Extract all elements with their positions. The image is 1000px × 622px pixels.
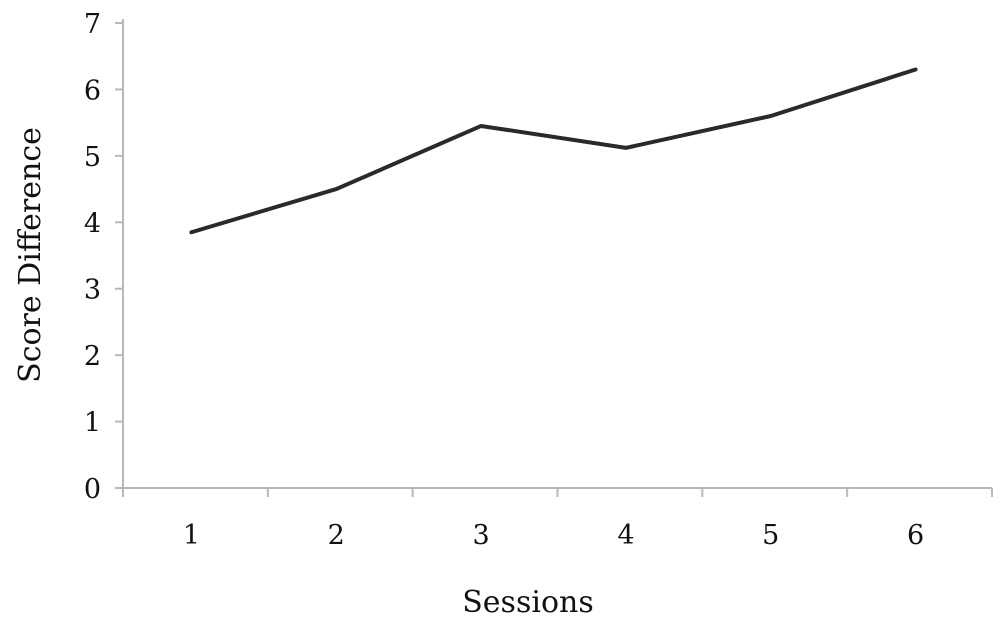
x-tick-label: 1	[183, 520, 200, 551]
x-tick-label: 5	[762, 520, 779, 551]
y-tick-label: 3	[84, 275, 101, 306]
y-tick-label: 5	[84, 142, 101, 173]
x-tick-label: 6	[907, 520, 924, 551]
x-tick-label: 2	[328, 520, 345, 551]
x-tick-label: 3	[472, 520, 489, 551]
y-axis-title: Score Difference	[13, 127, 48, 383]
x-axis: 1 2 3 4 5 6	[122, 487, 993, 551]
y-tick-label: 4	[84, 208, 101, 239]
y-tick-label: 6	[84, 75, 101, 106]
x-tick-label: 4	[617, 520, 634, 551]
y-tick-label: 0	[84, 474, 101, 505]
series-group	[189, 67, 918, 235]
y-axis: 0 1 2 3 4 5 6 7	[84, 9, 124, 505]
y-tick-label: 2	[84, 341, 101, 372]
y-tick-label: 7	[84, 9, 101, 40]
series-line	[189, 67, 918, 235]
x-axis-title: Sessions	[462, 585, 593, 620]
y-tick-label: 1	[84, 408, 101, 439]
